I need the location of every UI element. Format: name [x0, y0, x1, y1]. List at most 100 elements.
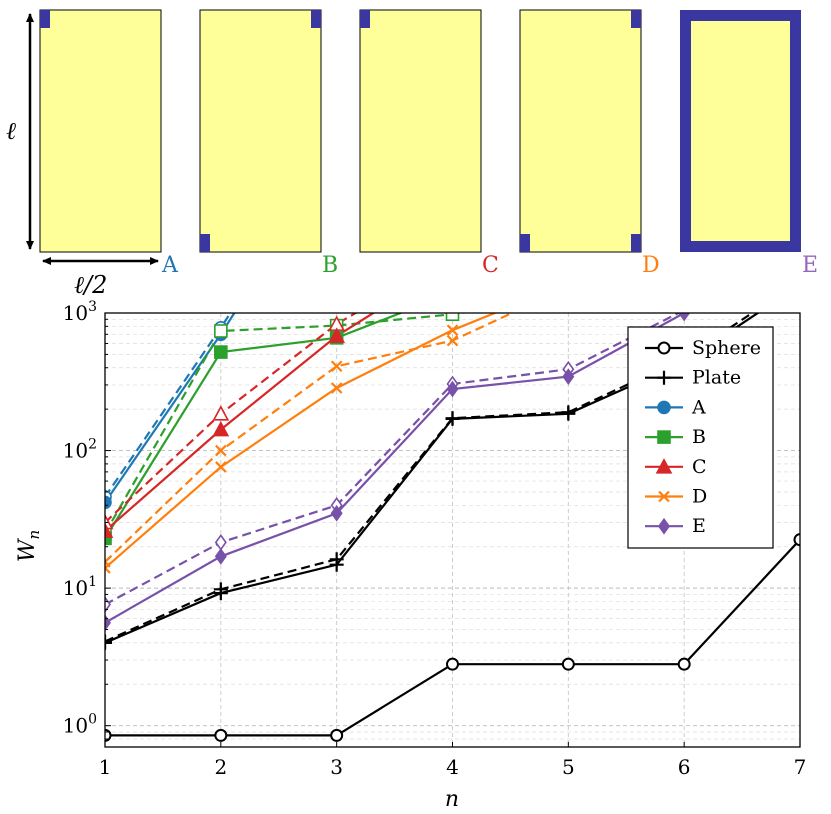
e-solid-point [105, 614, 111, 632]
sphere-point [214, 728, 228, 742]
d-solid-point [446, 324, 459, 336]
legend-label: D [692, 486, 707, 508]
legend-label: Sphere [692, 337, 761, 359]
x-axis-label: n [445, 787, 459, 812]
panel-D-patch-br [631, 234, 641, 252]
panel-D-patch-tr [631, 10, 641, 28]
panel-C: C [359, 9, 499, 278]
c-solid-point [446, 256, 460, 269]
sphere-point [446, 657, 459, 671]
d-solid-point [215, 461, 227, 473]
c-solid-point [212, 420, 230, 437]
panel-A-letter: A [161, 253, 179, 278]
plate-dashed-point [105, 634, 112, 649]
c-solid-point [328, 327, 346, 343]
panel-B-letter: B [322, 253, 338, 278]
legend-marker [658, 517, 670, 535]
b-solid-point [214, 345, 228, 359]
d-dashed-point [330, 360, 343, 373]
b-dashed-point [445, 313, 460, 322]
legend-marker [657, 341, 671, 355]
y-tick-label: 103 [63, 299, 97, 325]
b-solid-point [105, 531, 112, 546]
b-solid-line [105, 313, 404, 539]
panel-C-patch-tl [360, 10, 370, 28]
legend-label: A [691, 396, 706, 418]
panel-B: B [199, 9, 338, 278]
panel-A-rect [39, 9, 162, 253]
panel-D-letter: D [642, 253, 660, 278]
y-tick-label: 101 [63, 574, 97, 600]
c-solid-line [105, 313, 376, 532]
panel-B-rect [199, 9, 322, 253]
legend-marker [657, 430, 671, 444]
panel-B-patch-tr [311, 10, 321, 28]
plate-solid-point [445, 411, 460, 426]
d-solid-point [330, 382, 343, 394]
legend-label: E [692, 515, 706, 537]
b-solid-point [447, 287, 459, 299]
panel-C-rect [359, 9, 482, 253]
y-axis-label: Wn [15, 530, 43, 562]
legend-label: B [692, 426, 706, 448]
sphere-point [677, 657, 691, 671]
e-solid-point [214, 548, 227, 565]
e-dashed-line [105, 313, 681, 606]
x-tick-label: 3 [330, 755, 343, 779]
sphere-point [330, 728, 344, 742]
panel-C-letter: C [482, 253, 499, 278]
legend-marker [658, 490, 670, 503]
e-dashed-point [214, 534, 227, 551]
panel-E-inner [691, 21, 790, 241]
panel-A-patch-tl [40, 10, 50, 28]
d-solid-point [105, 562, 111, 574]
b-dashed-point [214, 324, 228, 338]
e-solid-point [446, 380, 459, 398]
y-axis-label-subscript: n [25, 530, 43, 540]
d-dashed-line [105, 313, 515, 563]
x-tick-label: 4 [446, 755, 459, 779]
x-tick-label: 7 [794, 755, 807, 779]
plate-solid-point [213, 586, 228, 601]
panel-D: D [519, 9, 660, 278]
x-tick-label: 1 [99, 755, 112, 779]
width-label: ℓ/2 [74, 271, 107, 299]
legend-marker [657, 400, 671, 415]
plate-solid-point [561, 406, 576, 421]
a-solid-point [331, 145, 343, 157]
a-dashed-point [331, 141, 343, 153]
d-dashed-point [215, 444, 227, 457]
b-dashed-line [105, 313, 469, 534]
e-solid-line [105, 313, 685, 624]
d-solid-point [563, 278, 573, 288]
d-dashed-point [563, 282, 573, 292]
panel-D-patch-bl [520, 234, 530, 252]
legend-marker [657, 370, 671, 385]
panel-E-letter: E [802, 253, 818, 278]
legend-label: C [692, 456, 707, 478]
x-tick-label: 5 [562, 755, 575, 779]
axis-ticks: 1 2 3 4 5 6 7 100 101 102 103 [63, 299, 807, 779]
y-tick-label: 102 [63, 437, 97, 463]
x-tick-label: 6 [678, 755, 691, 779]
svg-text:Wn: Wn [15, 530, 43, 562]
e-solid-point [562, 368, 575, 385]
c-solid-point [105, 522, 114, 538]
sphere-point [793, 533, 800, 547]
panel-D-rect [519, 9, 642, 253]
legend-label: Plate [692, 367, 741, 389]
c-dashed-line [105, 313, 358, 524]
sphere-point [105, 728, 112, 742]
plate-solid-point [105, 635, 112, 650]
plate-solid-point [793, 278, 807, 292]
sphere-point [561, 657, 575, 671]
e-solid-point [678, 313, 691, 322]
height-label: ℓ [6, 117, 16, 145]
plate-solid-point [329, 557, 344, 572]
legend-marker [655, 458, 673, 474]
panel-A: A [39, 9, 179, 278]
y-tick-label: 100 [63, 712, 97, 738]
b-dashed-point [562, 291, 574, 303]
